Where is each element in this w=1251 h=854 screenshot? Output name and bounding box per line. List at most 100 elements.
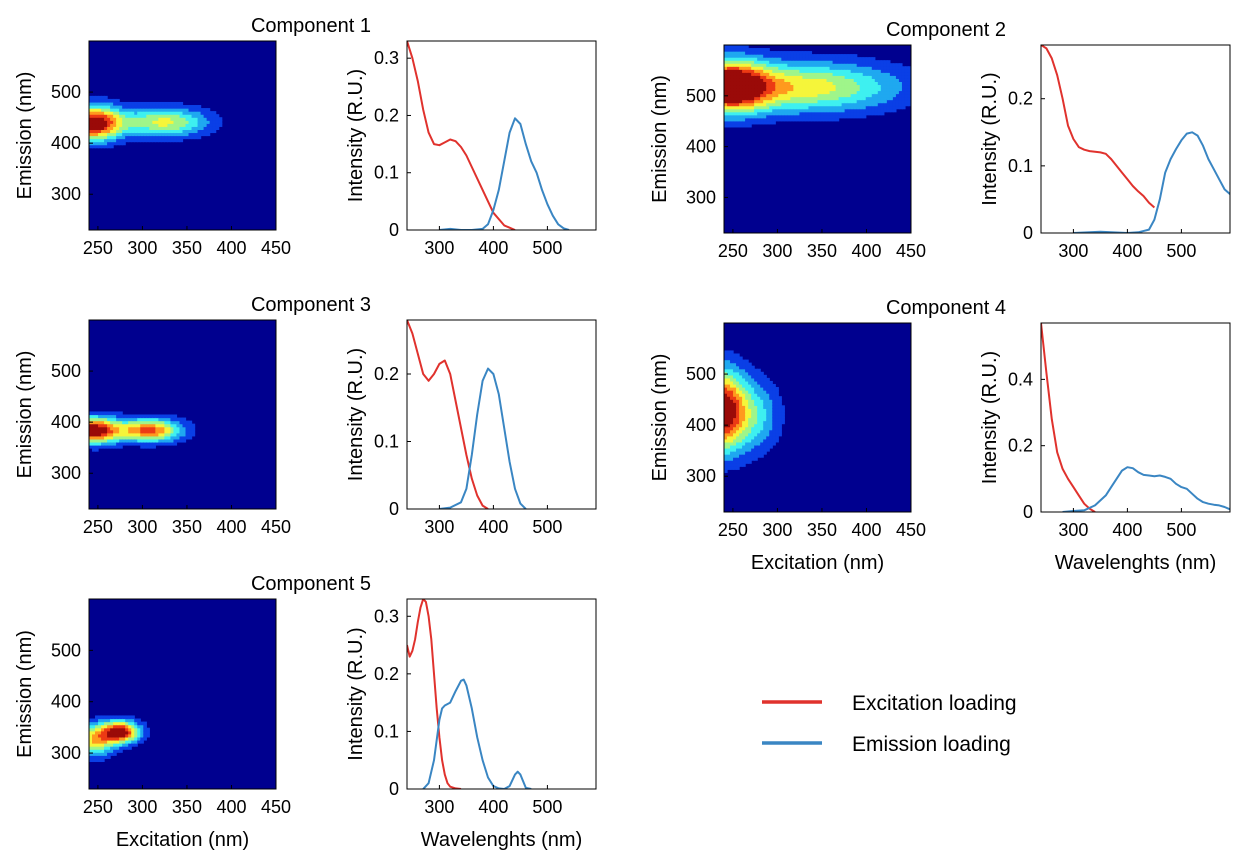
contour-cell xyxy=(167,417,172,422)
contour-cell xyxy=(862,84,867,89)
contour-cell xyxy=(769,383,773,388)
contour-cell xyxy=(763,93,767,98)
contour-cell xyxy=(176,123,181,127)
x-axis-label: Excitation (nm) xyxy=(751,552,884,574)
contour-cell xyxy=(751,393,755,397)
contour-cell xyxy=(125,736,129,741)
contour-cell xyxy=(781,420,785,425)
contour-cell xyxy=(724,408,728,413)
contour-cell xyxy=(799,66,804,70)
contour-cell xyxy=(841,84,846,89)
contour-cell xyxy=(796,51,801,55)
contour-cell xyxy=(877,96,882,101)
contour-cell xyxy=(724,99,728,104)
contour-cell xyxy=(826,111,831,116)
contour-cell xyxy=(95,448,99,452)
contour-cell xyxy=(745,429,749,434)
contour-cell xyxy=(149,101,153,106)
contour-cell xyxy=(89,721,93,726)
x-tick-label: 450 xyxy=(896,520,926,540)
contour-cell xyxy=(92,95,96,100)
contour-cell xyxy=(98,715,102,720)
contour-cell xyxy=(733,54,737,58)
contour-cell xyxy=(134,414,138,419)
contour-cell xyxy=(101,120,105,124)
contour-cell xyxy=(766,402,770,406)
contour-cell xyxy=(727,66,731,70)
contour-cell xyxy=(847,99,852,104)
contour-cell xyxy=(754,393,758,397)
contour-cell xyxy=(772,90,776,95)
contour-cell xyxy=(724,69,728,73)
contour-cell xyxy=(140,444,144,449)
contour-cell xyxy=(778,63,782,67)
contour-cell xyxy=(856,108,861,113)
contour-cell xyxy=(799,72,804,76)
contour-cell xyxy=(871,108,876,113)
contour-cell xyxy=(865,84,870,89)
contour-cell xyxy=(745,114,749,119)
contour-cell xyxy=(772,420,776,425)
contour-cell xyxy=(868,102,873,107)
contour-cell xyxy=(874,96,879,101)
contour-cell xyxy=(116,98,120,103)
contour-cell xyxy=(775,72,779,76)
contour-cell xyxy=(850,102,855,107)
contour-cell xyxy=(143,417,147,422)
contour-cell xyxy=(730,390,734,394)
contour-cell xyxy=(98,736,102,741)
contour-cell xyxy=(757,57,761,61)
contour-cell xyxy=(772,60,776,64)
contour-cell xyxy=(808,69,813,73)
contour-cell xyxy=(898,72,903,76)
contour-cell xyxy=(206,120,211,124)
contour-cell xyxy=(853,60,858,64)
contour-cell xyxy=(209,123,214,127)
contour-cell xyxy=(832,75,837,79)
contour-cell xyxy=(751,374,755,379)
contour-cell xyxy=(769,93,773,98)
contour-cell xyxy=(772,63,776,67)
contour-cell xyxy=(772,396,776,400)
contour-cell xyxy=(841,96,846,101)
contour-cell xyxy=(895,87,900,92)
contour-cell xyxy=(841,54,846,58)
contour-cell xyxy=(113,715,117,720)
contour-cell xyxy=(98,739,102,744)
contour-cell xyxy=(143,426,147,431)
contour-cell xyxy=(844,69,849,73)
contour-cell xyxy=(895,81,900,86)
contour-cell xyxy=(122,746,126,750)
contour-cell xyxy=(128,111,132,115)
contour-cell xyxy=(146,435,150,440)
contour-cell xyxy=(146,138,150,143)
contour-cell xyxy=(134,105,138,109)
contour-cell xyxy=(823,66,828,70)
contour-cell xyxy=(907,102,911,107)
contour-cell xyxy=(763,72,767,76)
contour-cell xyxy=(898,105,903,110)
contour-cell xyxy=(122,730,126,735)
contour-cell xyxy=(724,48,728,52)
contour-cell xyxy=(164,417,169,422)
contour-cell xyxy=(868,111,873,116)
contour-cell xyxy=(757,48,761,52)
contour-cell xyxy=(191,135,196,140)
contour-cell xyxy=(775,63,779,67)
contour-cell xyxy=(775,87,779,92)
contour-cell xyxy=(95,108,99,112)
contour-cell xyxy=(760,114,764,119)
contour-cell xyxy=(730,45,734,49)
contour-cell xyxy=(164,429,169,434)
contour-cell xyxy=(754,48,758,52)
contour-cell xyxy=(131,730,135,735)
contour-cell xyxy=(835,75,840,79)
contour-cell xyxy=(781,69,785,73)
x-tick-label: 400 xyxy=(478,797,508,817)
contour-cell xyxy=(733,429,737,434)
contour-cell xyxy=(742,417,746,422)
contour-cell xyxy=(856,96,861,101)
contour-cell xyxy=(769,60,773,64)
contour-cell xyxy=(799,81,804,86)
